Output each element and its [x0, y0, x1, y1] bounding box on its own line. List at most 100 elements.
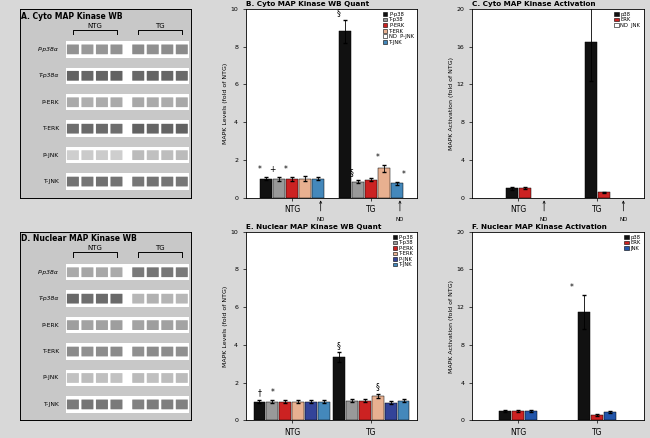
- Bar: [254, 402, 265, 420]
- Bar: [512, 411, 524, 420]
- Bar: [333, 357, 344, 420]
- FancyBboxPatch shape: [132, 150, 144, 160]
- FancyBboxPatch shape: [66, 67, 189, 84]
- Text: T-ERK: T-ERK: [42, 349, 59, 354]
- Bar: [391, 184, 403, 198]
- Text: +: +: [269, 165, 276, 174]
- Bar: [378, 168, 390, 198]
- FancyBboxPatch shape: [81, 97, 94, 107]
- Text: ND: ND: [396, 201, 404, 222]
- FancyBboxPatch shape: [147, 71, 159, 81]
- FancyBboxPatch shape: [66, 120, 189, 137]
- Bar: [280, 402, 291, 420]
- FancyBboxPatch shape: [176, 320, 188, 330]
- Text: §: §: [337, 341, 341, 350]
- FancyBboxPatch shape: [132, 267, 144, 277]
- FancyBboxPatch shape: [67, 177, 79, 187]
- FancyBboxPatch shape: [81, 294, 94, 304]
- FancyBboxPatch shape: [81, 373, 94, 383]
- Y-axis label: MAPK Activation (fold of NTG): MAPK Activation (fold of NTG): [449, 57, 454, 150]
- FancyBboxPatch shape: [147, 124, 159, 134]
- FancyBboxPatch shape: [176, 373, 188, 383]
- FancyBboxPatch shape: [132, 177, 144, 187]
- Text: P-p38α: P-p38α: [38, 270, 59, 275]
- FancyBboxPatch shape: [111, 346, 122, 357]
- FancyBboxPatch shape: [81, 71, 94, 81]
- Text: §: §: [337, 8, 341, 17]
- Text: *: *: [283, 165, 287, 174]
- Bar: [525, 411, 537, 420]
- Bar: [299, 179, 311, 198]
- FancyBboxPatch shape: [176, 177, 188, 187]
- Text: T-p38α: T-p38α: [38, 73, 59, 78]
- Bar: [266, 402, 278, 420]
- Bar: [519, 188, 530, 198]
- FancyBboxPatch shape: [132, 45, 144, 54]
- Bar: [398, 401, 410, 420]
- FancyBboxPatch shape: [147, 346, 159, 357]
- FancyBboxPatch shape: [161, 294, 174, 304]
- Text: *: *: [376, 153, 380, 162]
- FancyBboxPatch shape: [66, 173, 189, 190]
- FancyBboxPatch shape: [161, 399, 174, 410]
- Bar: [306, 402, 317, 420]
- FancyBboxPatch shape: [111, 97, 122, 107]
- FancyBboxPatch shape: [147, 294, 159, 304]
- Text: T-JNK: T-JNK: [43, 179, 59, 184]
- FancyBboxPatch shape: [96, 150, 108, 160]
- Text: ND: ND: [540, 201, 549, 222]
- Legend: P-p38, T-p38, P-ERK, T-ERK, ND  P-JNK, T-JNK: P-p38, T-p38, P-ERK, T-ERK, ND P-JNK, T-…: [382, 11, 415, 45]
- FancyBboxPatch shape: [67, 45, 79, 54]
- FancyBboxPatch shape: [111, 71, 122, 81]
- FancyBboxPatch shape: [66, 94, 189, 110]
- FancyBboxPatch shape: [161, 320, 174, 330]
- Bar: [385, 403, 396, 420]
- Text: F. Nuclear MAP Kinase Activation: F. Nuclear MAP Kinase Activation: [472, 224, 607, 230]
- FancyBboxPatch shape: [67, 399, 79, 410]
- FancyBboxPatch shape: [132, 373, 144, 383]
- FancyBboxPatch shape: [67, 71, 79, 81]
- Bar: [292, 402, 304, 420]
- FancyBboxPatch shape: [96, 45, 108, 54]
- Bar: [592, 415, 603, 420]
- FancyBboxPatch shape: [176, 267, 188, 277]
- Bar: [499, 411, 511, 420]
- Text: ND: ND: [619, 201, 627, 222]
- FancyBboxPatch shape: [111, 320, 122, 330]
- Bar: [359, 401, 370, 420]
- FancyBboxPatch shape: [67, 124, 79, 134]
- FancyBboxPatch shape: [67, 97, 79, 107]
- FancyBboxPatch shape: [147, 267, 159, 277]
- Text: §: §: [350, 168, 354, 177]
- FancyBboxPatch shape: [161, 45, 174, 54]
- Legend: p38, ERK, ND  JNK: p38, ERK, ND JNK: [614, 11, 641, 28]
- Text: TG: TG: [155, 245, 165, 251]
- FancyBboxPatch shape: [66, 396, 189, 413]
- Bar: [346, 401, 358, 420]
- FancyBboxPatch shape: [67, 373, 79, 383]
- Bar: [506, 188, 517, 198]
- FancyBboxPatch shape: [81, 150, 94, 160]
- FancyBboxPatch shape: [81, 399, 94, 410]
- FancyBboxPatch shape: [161, 373, 174, 383]
- FancyBboxPatch shape: [176, 399, 188, 410]
- FancyBboxPatch shape: [176, 346, 188, 357]
- FancyBboxPatch shape: [96, 97, 108, 107]
- FancyBboxPatch shape: [66, 317, 189, 333]
- Text: B. Cyto MAP Kinase WB Quant: B. Cyto MAP Kinase WB Quant: [246, 1, 369, 7]
- Text: P-ERK: P-ERK: [42, 100, 59, 105]
- Bar: [598, 192, 610, 198]
- FancyBboxPatch shape: [81, 124, 94, 134]
- FancyBboxPatch shape: [161, 97, 174, 107]
- FancyBboxPatch shape: [132, 320, 144, 330]
- FancyBboxPatch shape: [147, 373, 159, 383]
- FancyBboxPatch shape: [147, 320, 159, 330]
- FancyBboxPatch shape: [81, 320, 94, 330]
- FancyBboxPatch shape: [147, 97, 159, 107]
- Y-axis label: MAPK Levels (fold of NTG): MAPK Levels (fold of NTG): [224, 286, 228, 367]
- Text: P-ERK: P-ERK: [42, 323, 59, 328]
- Text: *: *: [270, 388, 274, 397]
- FancyBboxPatch shape: [111, 124, 122, 134]
- Bar: [273, 179, 285, 198]
- Bar: [286, 179, 298, 198]
